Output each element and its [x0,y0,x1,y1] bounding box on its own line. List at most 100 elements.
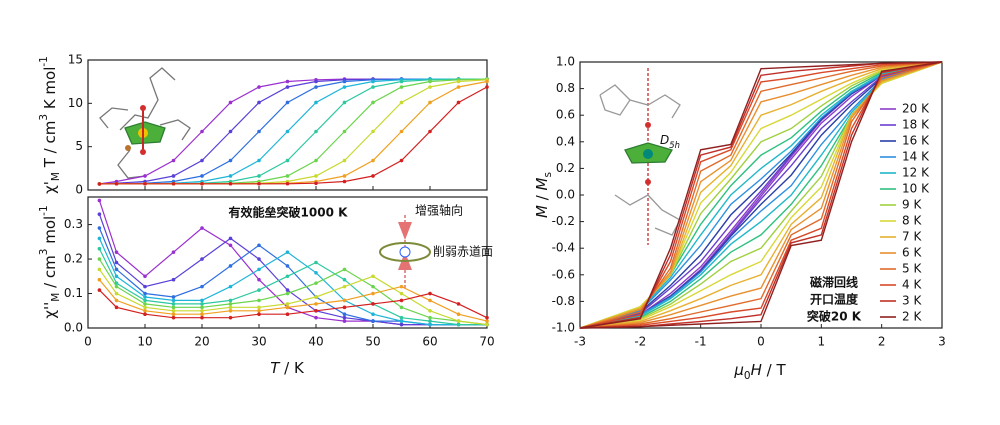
x-tick-label: -1 [695,335,707,349]
y-tick-label: 0.2 [556,161,575,175]
y-axis-label-part: M [50,172,62,181]
data-point [114,260,119,265]
data-point [257,312,261,317]
x-axis-label-part: 0 [744,370,751,382]
y-tick-label: 0.8 [556,81,575,95]
legend-label: 12 K [902,166,930,180]
legend-label: 2 K [902,310,922,324]
data-point [200,129,204,134]
data-point [200,308,204,313]
y-tick-label: 0.4 [556,134,575,148]
data-point [485,322,489,327]
data-point [371,158,375,163]
data-point [399,85,404,89]
y-tick-label: 0.1 [64,286,83,300]
y-axis-label-part: 3 [38,249,50,256]
data-point [285,129,290,134]
molecule-icon [99,67,191,179]
data-point [428,322,432,327]
data-point [428,308,432,313]
data-point [200,315,204,320]
data-point [257,257,261,261]
y-axis-label-part: χ' [41,181,59,194]
data-point [342,100,347,105]
y-axis-label-part: s [542,172,554,177]
data-point [97,212,102,217]
data-point [200,158,204,163]
data-point [314,315,318,320]
data-point [456,319,461,323]
x-tick-label: 70 [479,335,494,349]
data-point [371,85,375,89]
data-point [97,182,102,186]
data-point [228,305,233,310]
plot-frame [87,196,488,329]
series-line [579,61,943,329]
data-point [371,174,375,178]
data-point [371,302,375,306]
data-point [171,305,176,310]
data-point [228,264,233,268]
data-point [285,174,290,178]
y-tick-label: 1.0 [556,55,575,69]
data-point [257,100,261,105]
data-point [143,274,147,279]
data-point [314,281,318,285]
data-point [114,181,119,186]
x-axis-label-part: / K [279,359,305,377]
y-tick-label: 10 [68,96,83,110]
data-point [285,291,290,296]
data-point [257,243,261,248]
data-point [171,312,176,317]
data-point [342,315,347,320]
data-point [285,274,290,279]
data-point [200,298,204,303]
data-point [342,298,347,303]
data-point [399,305,404,310]
y-axis-label-part: M [533,205,551,218]
data-point [114,250,119,254]
y-tick-label: 0.0 [556,188,575,202]
data-point [171,174,176,178]
data-point [171,315,176,320]
data-point [456,85,461,89]
x-tick-label: 0 [757,335,765,349]
data-point [314,181,318,186]
x-tick-label: 2 [878,335,886,349]
data-point [399,284,404,289]
data-point [228,174,233,178]
x-axis-label-part: T [270,359,281,377]
data-point [285,288,290,292]
data-point [257,308,261,313]
legend-label: 6 K [902,246,922,260]
x-tick-label: 60 [422,335,437,349]
data-point [143,295,147,299]
data-point [314,129,318,134]
data-point [428,100,432,105]
legend-label: 8 K [902,214,922,228]
data-point [257,305,261,310]
data-point [342,305,347,310]
data-point [314,302,318,306]
data-point [314,85,318,89]
molecule-icon [599,68,681,245]
data-point [285,302,290,306]
data-point [228,302,233,306]
data-point [399,319,404,323]
x-tick-label: 40 [308,335,323,349]
data-point [257,267,261,272]
data-point [371,312,375,317]
data-point [285,250,290,254]
x-tick-label: -2 [634,335,646,349]
y-axis-label-part: mol [41,216,59,249]
data-point [171,295,176,299]
data-point [285,312,290,317]
data-point [200,226,204,230]
data-point [228,158,233,163]
data-point [97,257,102,261]
legend-label: 18 K [902,118,930,132]
x-axis-label-part: H [751,361,762,379]
data-point [143,302,147,306]
data-point [485,85,489,89]
